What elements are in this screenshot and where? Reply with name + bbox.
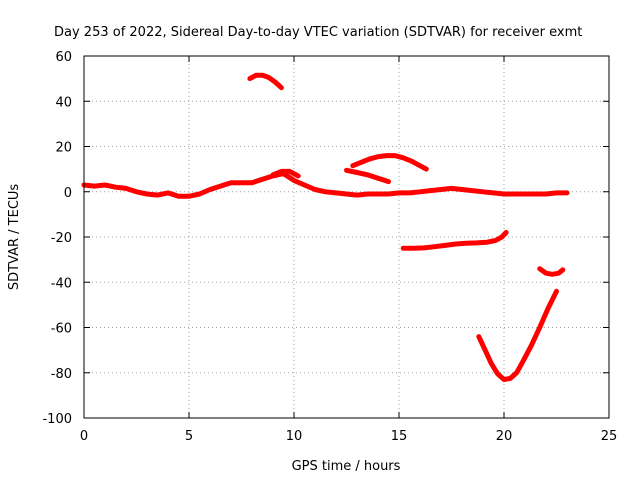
x-axis-label: GPS time / hours <box>292 459 401 474</box>
chart-title: Day 253 of 2022, Sidereal Day-to-day VTE… <box>54 25 582 40</box>
series-arc-15 <box>400 230 509 251</box>
y-tick-label: -40 <box>51 276 72 291</box>
y-tick-label: 40 <box>55 95 72 110</box>
series-arc-deep <box>476 288 559 382</box>
data-series <box>81 72 570 382</box>
y-tick-label: -20 <box>51 231 72 246</box>
series-arc-main <box>81 171 570 199</box>
y-tick-label: -60 <box>51 322 72 337</box>
x-tick-label: 5 <box>185 429 193 444</box>
y-axis-label: SDTVAR / TECUs <box>7 184 22 291</box>
grid <box>84 56 609 418</box>
x-tick-label: 25 <box>601 429 618 444</box>
plot-frame <box>83 55 610 419</box>
x-tick-label: 10 <box>286 429 303 444</box>
y-tick-label: 0 <box>64 186 72 201</box>
axis-ticks: 0 5 10 15 20 25 -100 -80 -60 -40 -20 0 20 40 60 <box>42 50 617 444</box>
y-tick-label: 20 <box>55 141 72 156</box>
series-arc-22 <box>537 266 566 277</box>
y-tick-label: 60 <box>55 50 72 65</box>
series-arc-9 <box>270 168 301 179</box>
series-arc-12 <box>344 167 391 185</box>
x-tick-label: 15 <box>391 429 408 444</box>
series-arc-top <box>247 72 284 91</box>
y-tick-label: -80 <box>51 367 72 382</box>
series-arc-13 <box>350 153 429 172</box>
x-tick-label: 0 <box>80 429 88 444</box>
x-tick-label: 20 <box>496 429 513 444</box>
y-tick-label: -100 <box>42 412 72 427</box>
